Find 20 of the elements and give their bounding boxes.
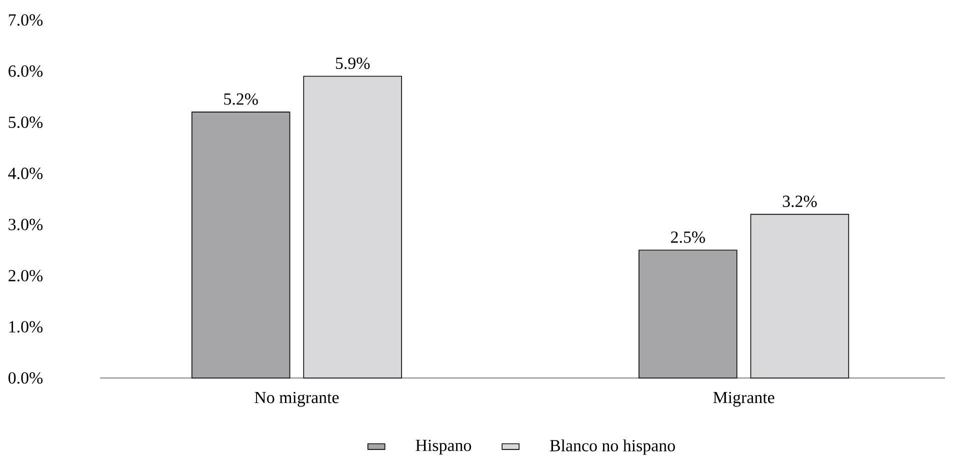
y-tick-label: 6.0% (8, 65, 43, 77)
y-tick-label: 4.0% (8, 168, 43, 180)
data-label: 5.9% (336, 58, 370, 70)
y-tick-label: 0.0% (8, 372, 43, 384)
y-tick-label: 1.0% (9, 321, 43, 333)
x-tick-label: No migrante (254, 392, 339, 407)
data-label: 3.2% (782, 196, 817, 208)
legend-label: Hispano (416, 440, 472, 455)
y-tick-label: 5.0% (8, 116, 43, 128)
data-label: 5.2% (224, 93, 258, 105)
y-tick-label: 2.0% (8, 270, 43, 282)
y-tick-label: 7.0% (8, 14, 43, 26)
bar (750, 214, 850, 378)
y-tick-label: 3.0% (8, 218, 43, 230)
bar (638, 250, 738, 378)
data-label: 2.5% (671, 231, 705, 243)
x-tick-label: Migrante (713, 392, 774, 407)
legend-label: Blanco no hispano (550, 439, 675, 455)
bar (303, 76, 402, 378)
bar (191, 112, 290, 378)
